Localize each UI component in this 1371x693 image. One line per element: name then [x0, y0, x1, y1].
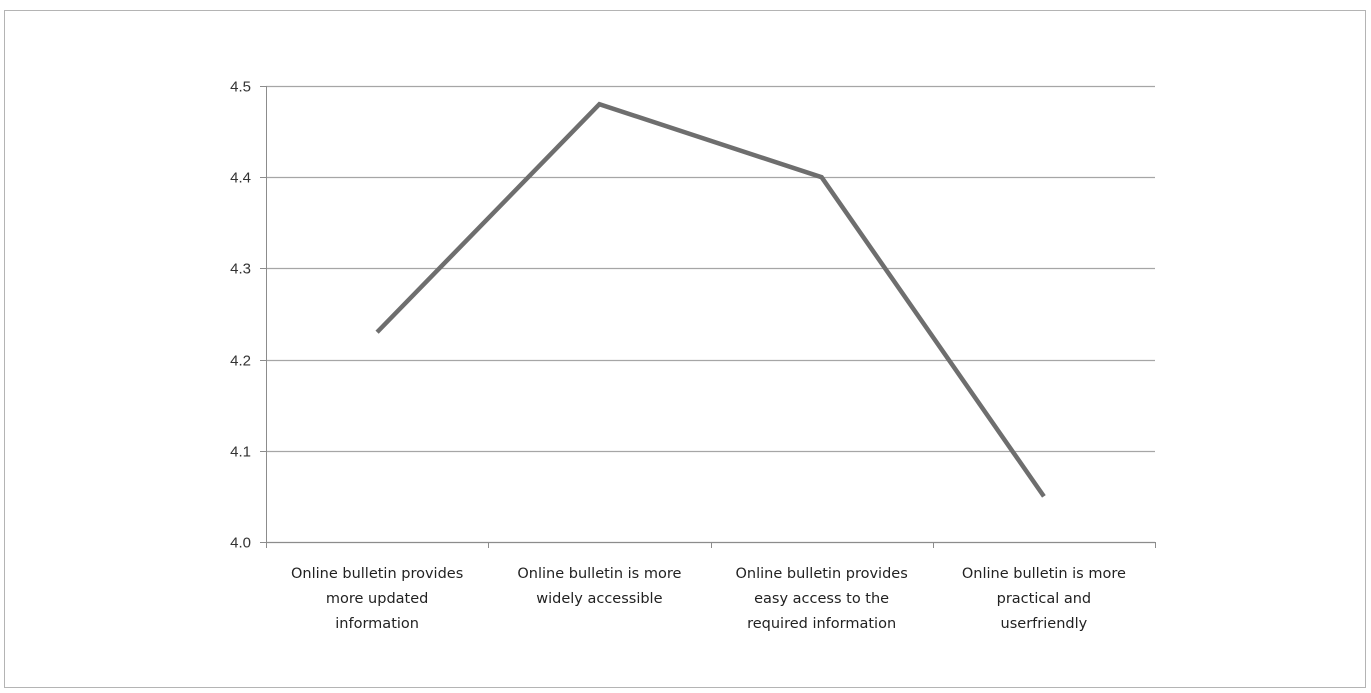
x-category-label-line: Online bulletin is more [517, 566, 681, 582]
x-category-label-line: more updated [326, 591, 428, 607]
x-category-labels: Online bulletin provides more updated info… [291, 566, 1126, 632]
x-category-label-line: practical and [997, 591, 1092, 607]
x-category-label: Online bulletin provides more updated info… [291, 566, 463, 632]
x-category-label-line: Online bulletin provides [291, 566, 463, 582]
x-category-label-line: easy access to the [754, 591, 889, 607]
y-tick-labels: 4.0 4.1 4.2 4.3 4.4 4.5 [230, 79, 251, 552]
y-tick-label: 4.0 [230, 535, 251, 552]
x-category-label: Online bulletin is more practical and user… [962, 566, 1126, 632]
series-line [377, 104, 1044, 496]
x-category-label: Online bulletin is more widely accessible [517, 566, 681, 607]
x-category-label-line: Online bulletin provides [735, 566, 907, 582]
x-category-label-line: required information [747, 616, 896, 632]
x-category-label-line: widely accessible [536, 591, 662, 607]
x-category-label-line: information [335, 616, 419, 632]
y-tick-label: 4.2 [230, 353, 251, 370]
y-tick-label: 4.5 [230, 79, 251, 96]
y-tick-label: 4.3 [230, 261, 251, 278]
y-tick-label: 4.1 [230, 444, 251, 461]
x-category-label: Online bulletin provides easy access to t… [735, 566, 907, 632]
x-category-label-line: userfriendly [1001, 616, 1088, 632]
series [377, 104, 1044, 496]
y-tick-label: 4.4 [230, 170, 251, 187]
x-category-label-line: Online bulletin is more [962, 566, 1126, 582]
